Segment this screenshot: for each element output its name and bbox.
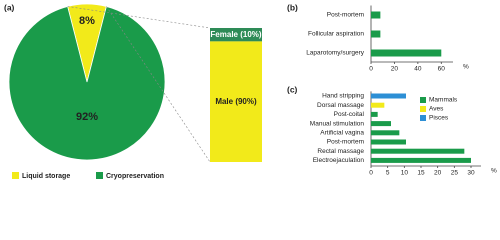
bar — [371, 130, 400, 136]
y-tick-label: Electroejaculation — [313, 157, 365, 164]
legend-swatch — [420, 106, 426, 112]
connector — [106, 6, 211, 163]
y-tick-label: Artificial vagina — [320, 130, 364, 137]
x-tick-label: 5 — [386, 170, 390, 177]
x-tick-label: 0 — [369, 66, 373, 73]
legend-label: Cryopreservation — [106, 173, 164, 180]
bar-segment — [210, 41, 262, 162]
y-tick-label: Dorsal massage — [317, 102, 364, 109]
panel-label: (c) — [287, 84, 298, 94]
x-tick-label: 15 — [417, 170, 425, 177]
y-tick-label: Manual stimulation — [310, 120, 365, 127]
x-tick-label: 20 — [434, 170, 442, 177]
y-tick-label: Rectal massage — [317, 148, 364, 155]
legend-label: Mammals — [429, 97, 458, 104]
bar — [371, 111, 378, 117]
connector — [67, 6, 211, 29]
slice-label: 8% — [79, 15, 95, 27]
x-tick-label: 40 — [414, 66, 422, 73]
legend-swatch — [420, 97, 426, 103]
y-tick-label: Post-mortem — [327, 139, 364, 146]
legend-swatch — [12, 172, 19, 179]
x-tick-label: 30 — [467, 170, 475, 177]
segment-label: Female (10%) — [210, 30, 261, 39]
y-tick-label: Post-coital — [334, 111, 365, 118]
legend-label: Pisces — [429, 115, 449, 122]
slice-label: 92% — [76, 111, 98, 123]
bar — [371, 11, 381, 19]
pie-slice — [8, 5, 166, 161]
x-axis-label: % — [463, 64, 469, 71]
legend-label: Liquid storage — [22, 173, 70, 180]
bar — [371, 139, 406, 145]
bar — [371, 49, 442, 57]
legend-swatch — [96, 172, 103, 179]
figure: (a) 8% 92% Liquid storage Cryopreservation Fe… — [4, 2, 497, 180]
y-tick-label: Laparotomy/surgery — [306, 50, 365, 57]
legend-swatch — [420, 115, 426, 121]
bar — [371, 157, 471, 163]
segment-label: Male (90%) — [215, 97, 257, 106]
x-axis-label: % — [491, 168, 497, 175]
bar-segment — [210, 28, 262, 42]
y-tick-label: Hand stripping — [322, 93, 364, 100]
panel-label: (b) — [287, 2, 298, 12]
x-tick-label: 20 — [391, 66, 399, 73]
x-tick-label: 10 — [401, 170, 409, 177]
x-tick-label: 60 — [438, 66, 446, 73]
y-tick-label: Follicular aspiration — [308, 31, 364, 38]
bar — [371, 121, 391, 127]
panel-label: (a) — [4, 2, 15, 12]
legend-label: Aves — [429, 106, 444, 113]
bar — [371, 148, 465, 154]
x-tick-label: 0 — [369, 170, 373, 177]
bar — [371, 30, 381, 38]
y-tick-label: Post-mortem — [327, 12, 364, 19]
bar — [371, 93, 406, 99]
x-tick-label: 25 — [451, 170, 459, 177]
bar — [371, 102, 385, 108]
